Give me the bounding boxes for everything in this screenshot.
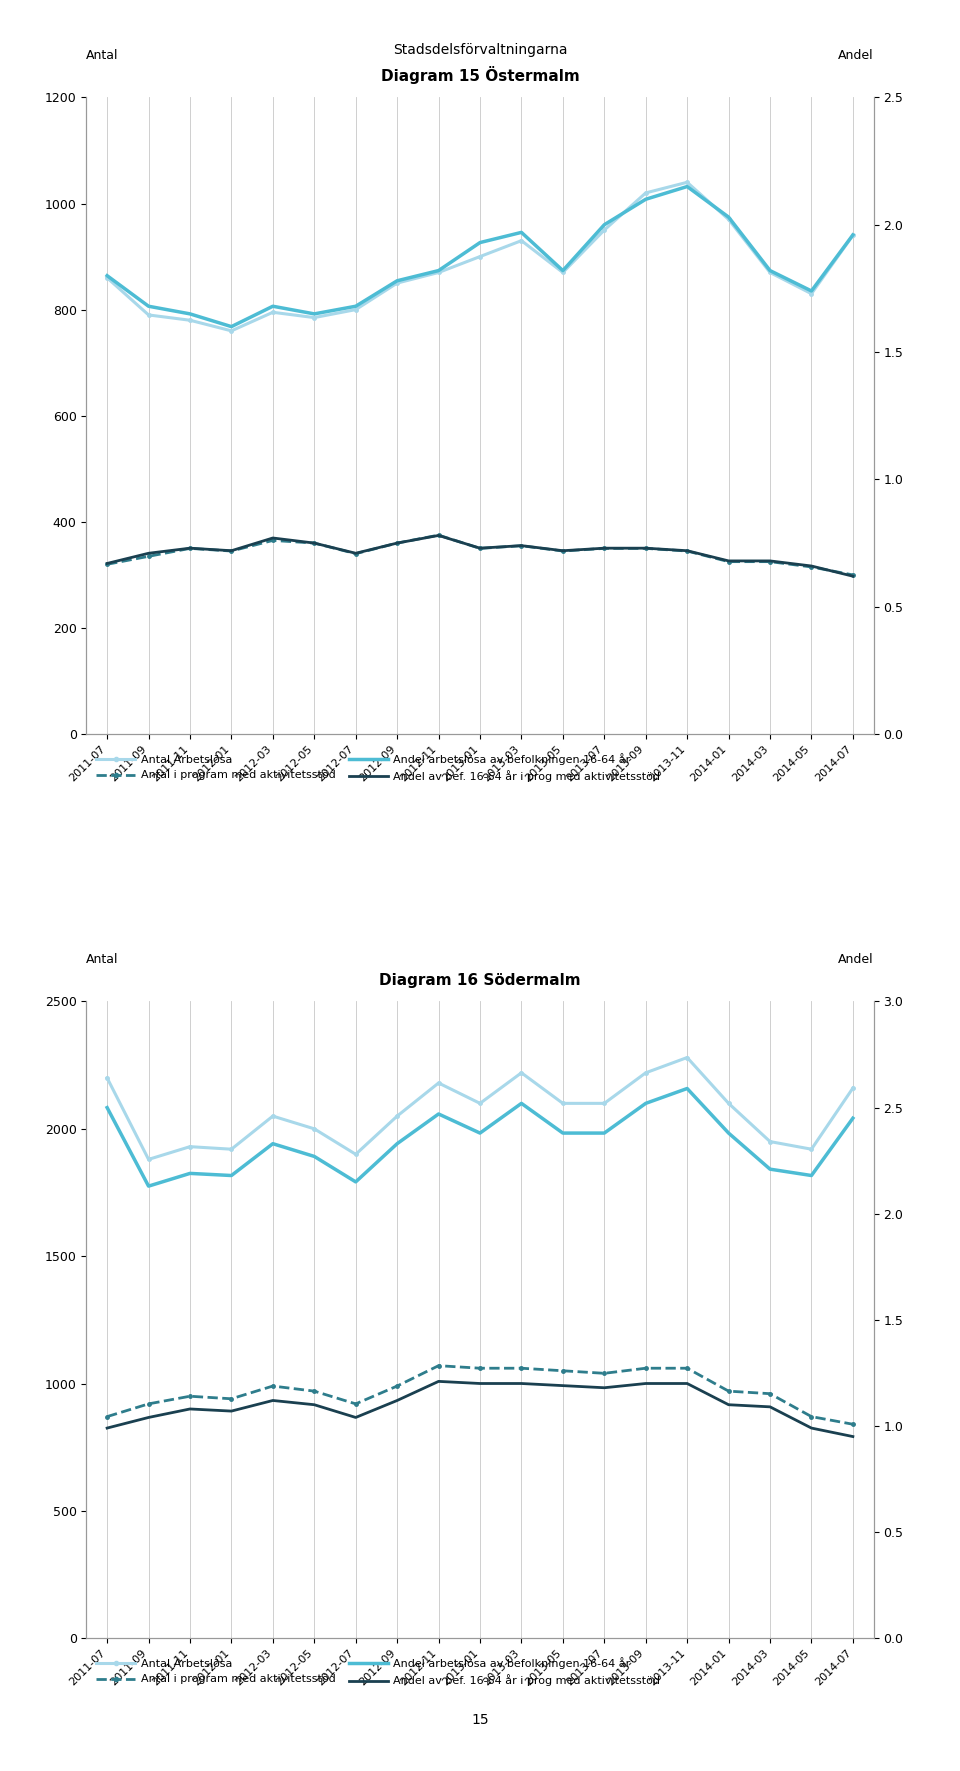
Text: Andel: Andel: [838, 953, 874, 967]
Legend: Antal Arbetslösa, Antal i program med aktivitetsstöd, Andel arbetslösa av befolk: Antal Arbetslösa, Antal i program med ak…: [92, 749, 665, 786]
Text: Stadsdelsförvaltningarna: Stadsdelsförvaltningarna: [393, 43, 567, 57]
Title: Diagram 16 Södermalm: Diagram 16 Södermalm: [379, 972, 581, 988]
Legend: Antal Arbetslösa, Antal i program med aktivitetsstöd, Andel arbetslösa av befolk: Antal Arbetslösa, Antal i program med ak…: [92, 1652, 665, 1691]
Text: Andel: Andel: [838, 50, 874, 62]
Text: Antal: Antal: [86, 50, 119, 62]
Text: Antal: Antal: [86, 953, 119, 967]
Title: Diagram 15 Östermalm: Diagram 15 Östermalm: [380, 66, 580, 83]
Text: 15: 15: [471, 1713, 489, 1727]
